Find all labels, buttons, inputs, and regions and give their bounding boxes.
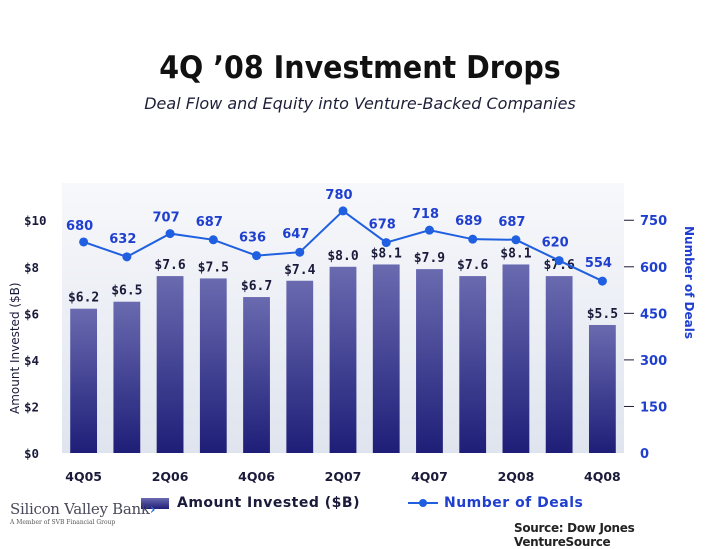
deal-data-label: 707 [153, 211, 180, 226]
bar-amount-invested [286, 280, 314, 453]
logo-chevron-icon: › [149, 500, 156, 518]
y-tick-label: $10 [24, 213, 47, 228]
bar-amount-invested [372, 264, 400, 453]
y-tick-label: $0 [24, 446, 39, 461]
deal-data-label: 632 [109, 232, 136, 247]
legend-number-of-deals: Number of Deals [408, 495, 583, 511]
deal-point [165, 229, 175, 239]
legend-line-swatch [408, 497, 438, 509]
bar-data-label: $7.4 [284, 263, 315, 278]
y2-tick-label: 450 [640, 307, 667, 322]
deal-point [79, 237, 89, 247]
deal-data-label: 647 [282, 227, 309, 242]
bar-data-label: $6.2 [68, 291, 99, 306]
bar-data-label: $7.5 [198, 260, 229, 275]
bar-data-label: $7.9 [414, 251, 445, 266]
deal-data-label: 680 [66, 219, 93, 234]
deal-data-label: 620 [542, 236, 569, 251]
deal-point [252, 251, 262, 261]
y2-tick-label: 300 [640, 354, 667, 369]
bar-amount-invested [329, 266, 357, 453]
deal-point [338, 206, 348, 216]
bar-data-label: $8.1 [500, 246, 531, 261]
deal-data-label: 689 [455, 214, 482, 229]
deal-data-label: 780 [325, 188, 352, 203]
logo-name: Silicon Valley Bank› [10, 500, 156, 518]
bar-amount-invested [416, 269, 443, 453]
chart-subtitle: Deal Flow and Equity into Venture-Backed… [144, 94, 576, 113]
legend-amount-invested: Amount Invested ($B) [141, 495, 360, 511]
legend-line-label: Number of Deals [444, 495, 584, 511]
bar-data-label: $7.6 [543, 258, 574, 273]
x-tick-label: 4Q06 [238, 469, 275, 484]
logo-tagline: A Member of SVB Financial Group [10, 519, 116, 526]
deal-point [597, 276, 607, 286]
deal-data-label: 554 [585, 256, 612, 271]
deal-point [554, 256, 564, 266]
legend-bar-label: Amount Invested ($B) [177, 495, 360, 511]
bar-amount-invested [545, 276, 573, 453]
deal-point [295, 247, 305, 257]
bar-data-label: $7.6 [154, 258, 185, 273]
legend-bar-swatch [141, 497, 169, 509]
x-tick-label: 2Q06 [152, 469, 189, 484]
deal-data-label: 678 [369, 218, 396, 233]
logo-name-text: Silicon Valley Bank [10, 500, 150, 518]
bar-amount-invested [588, 324, 616, 453]
deal-point [468, 234, 478, 244]
deal-data-label: 636 [239, 231, 266, 246]
x-tick-label: 2Q08 [498, 469, 535, 484]
y-tick-label: $4 [24, 353, 39, 368]
y-tick-label: $8 [24, 260, 39, 275]
bar-data-label: $8.1 [371, 246, 402, 261]
bar-amount-invested [156, 276, 184, 453]
deal-point [424, 225, 434, 235]
deal-data-label: 687 [196, 215, 223, 230]
bar-amount-invested [70, 308, 98, 453]
bar-amount-invested [459, 276, 487, 453]
deal-data-label: 718 [412, 207, 439, 222]
bar-data-label: $7.6 [457, 258, 488, 273]
source-note: Source: Dow Jones VentureSource [514, 521, 635, 549]
bar-data-label: $5.5 [587, 307, 618, 322]
deal-point [381, 238, 391, 248]
deal-point [208, 235, 218, 245]
y2-tick-label: 750 [640, 214, 667, 229]
y2-tick-label: 150 [640, 400, 667, 415]
bar-amount-invested [199, 278, 227, 453]
x-tick-label: 4Q05 [65, 469, 102, 484]
y-tick-label: $6 [24, 306, 39, 321]
x-tick-label: 4Q07 [411, 469, 448, 484]
y2-axis-title: Number of Deals [682, 226, 696, 340]
bar-amount-invested [243, 297, 270, 453]
y2-tick-label: 600 [640, 261, 667, 276]
deal-point [511, 235, 521, 245]
bar-data-label: $8.0 [327, 249, 358, 264]
x-tick-label: 2Q07 [325, 469, 362, 484]
y-axis-title: Amount Invested ($B) [8, 282, 22, 414]
deal-data-label: 687 [498, 215, 525, 230]
y-tick-label: $2 [24, 399, 39, 414]
svb-logo: Silicon Valley Bank› A Member of SVB Fin… [10, 500, 156, 526]
y2-tick-label: 0 [640, 447, 649, 462]
x-tick-label: 4Q08 [584, 469, 621, 484]
deal-point [122, 252, 132, 262]
bar-data-label: $6.5 [111, 284, 142, 299]
bar-amount-invested [502, 264, 530, 453]
bar-data-label: $6.7 [241, 279, 272, 294]
chart-title: 4Q ’08 Investment Drops [159, 50, 561, 86]
bar-amount-invested [113, 301, 141, 453]
